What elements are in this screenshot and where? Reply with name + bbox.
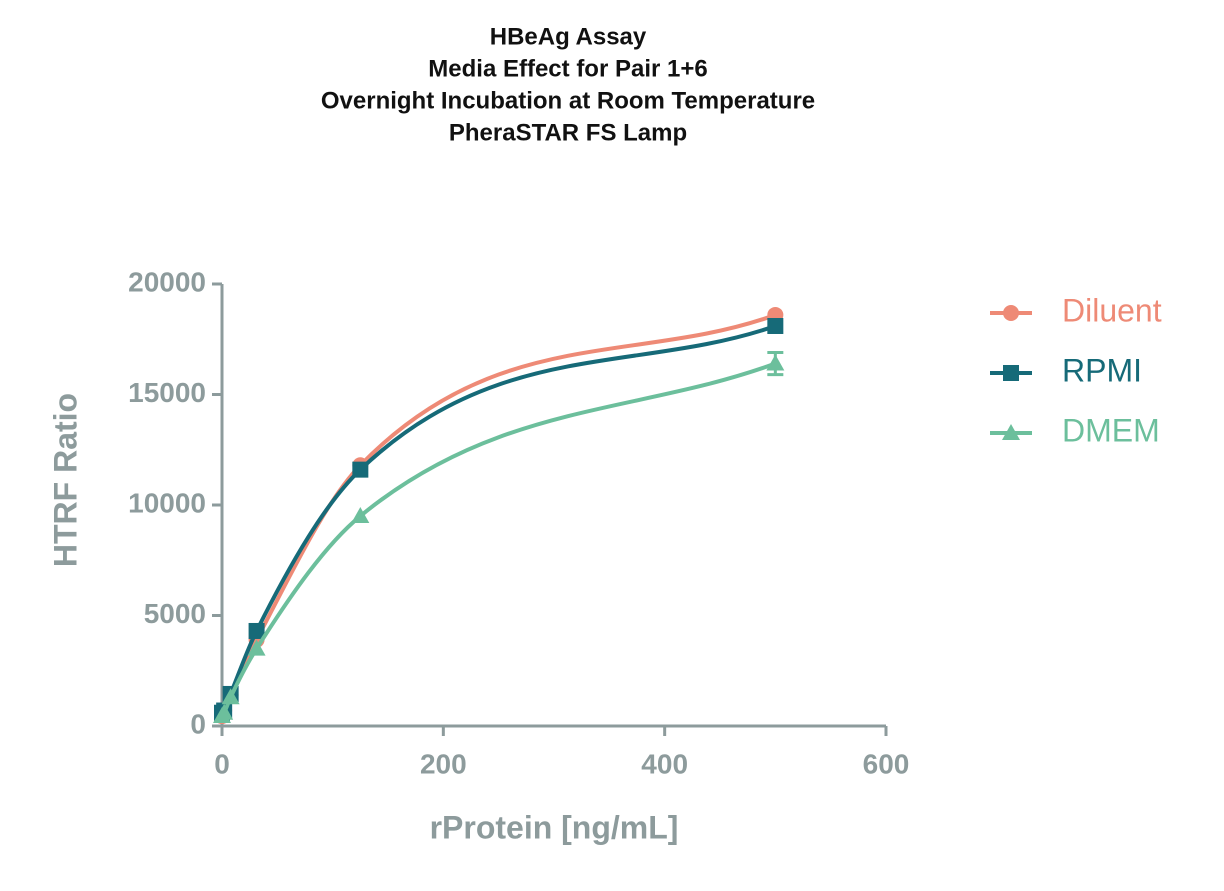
data-point — [766, 354, 785, 371]
data-point — [352, 461, 369, 478]
legend-label: DMEM — [1062, 412, 1160, 448]
legend-marker — [1002, 424, 1020, 440]
x-tick-label: 400 — [641, 748, 688, 779]
data-point — [767, 317, 784, 334]
chart-title: HBeAg Assay — [490, 23, 647, 50]
data-point — [215, 703, 234, 720]
series-line — [220, 313, 777, 717]
legend-label: Diluent — [1062, 292, 1162, 328]
data-point — [221, 688, 240, 705]
data-point — [247, 639, 266, 656]
x-tick-label: 200 — [420, 748, 467, 779]
y-tick-label: 20000 — [128, 266, 206, 297]
legend-marker — [1003, 365, 1019, 381]
y-tick-label: 10000 — [128, 487, 206, 518]
x-tick-label: 600 — [863, 748, 910, 779]
chart-title: Media Effect for Pair 1+6 — [428, 55, 707, 82]
series-line — [220, 324, 776, 715]
legend-label: RPMI — [1062, 352, 1142, 388]
legend-marker — [1003, 305, 1019, 321]
chart-title: PheraSTAR FS Lamp — [449, 119, 687, 146]
x-tick-label: 0 — [214, 748, 230, 779]
y-tick-label: 0 — [190, 708, 206, 739]
y-tick-label: 15000 — [128, 377, 206, 408]
data-point — [351, 507, 370, 524]
x-axis-label: rProtein [ng/mL] — [430, 809, 679, 845]
data-point — [248, 622, 265, 639]
y-tick-label: 5000 — [144, 598, 206, 629]
chart-title: Overnight Incubation at Room Temperature — [321, 87, 815, 114]
y-axis-label: HTRF Ratio — [47, 393, 83, 567]
